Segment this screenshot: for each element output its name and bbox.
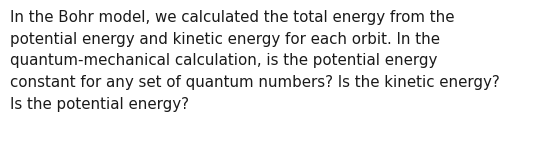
Text: In the Bohr model, we calculated the total energy from the
potential energy and : In the Bohr model, we calculated the tot…	[10, 10, 500, 112]
